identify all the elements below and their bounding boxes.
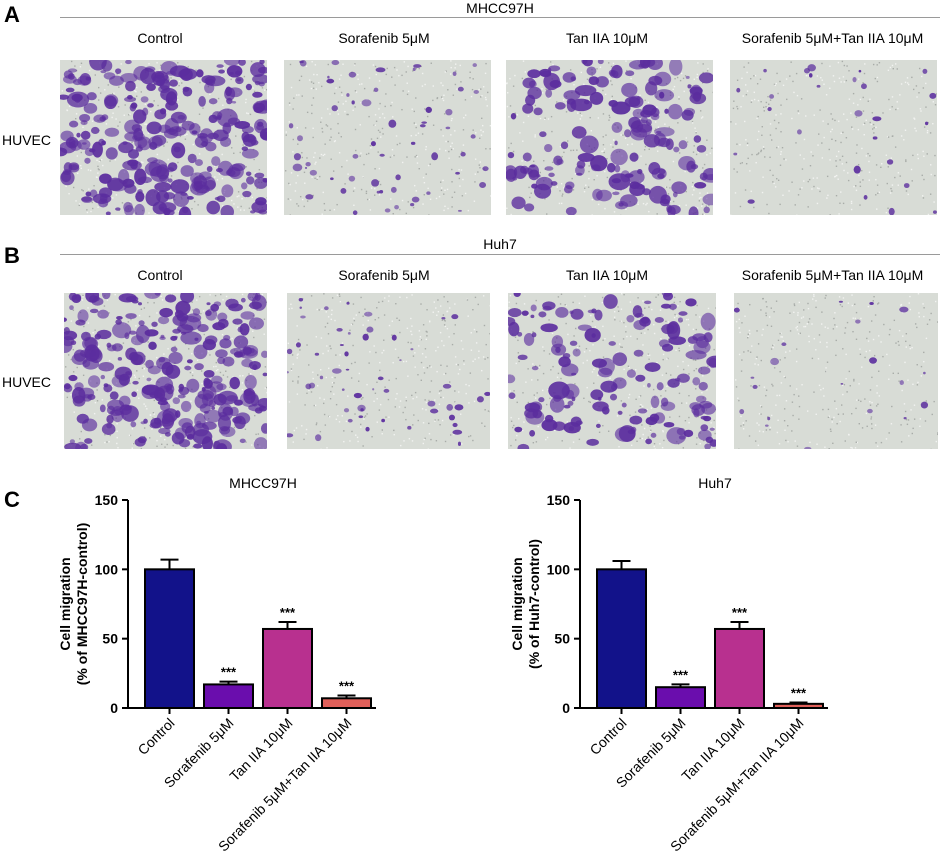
significance-label: *** <box>732 605 748 620</box>
bar-chart-mhcc97h: MHCC97H Cell migration(% of MHCC97H-contr… <box>0 470 470 858</box>
panel-a-col-sorafenib: Sorafenib 5μM <box>338 30 430 46</box>
micrograph-image <box>284 60 491 215</box>
micrograph-b-sorafenib <box>287 293 490 449</box>
y-tick-label: 0 <box>110 700 118 716</box>
micrograph-image <box>287 293 490 449</box>
y-axis-label: Cell migration(% of MHCC97H-control) <box>57 523 90 686</box>
significance-label: *** <box>339 679 355 694</box>
panel-b-group-title: Huh7 <box>483 236 517 252</box>
bar <box>714 627 765 710</box>
y-axis-label: Cell migration(% of Huh7-control) <box>509 539 542 669</box>
y-tick-label: 0 <box>562 700 570 716</box>
x-tick-label: Control <box>134 715 177 758</box>
panel-a-col-taniia: Tan IIA 10μM <box>566 30 648 46</box>
significance-label: *** <box>673 667 689 682</box>
micrograph-a-control <box>60 60 267 215</box>
micrograph-a-combo <box>730 60 937 215</box>
panel-a-letter: A <box>4 2 20 27</box>
bar-chart-huh7: Huh7 Cell migration(% of Huh7-control) 0 50… <box>470 470 941 858</box>
micrograph-image <box>64 293 267 449</box>
panel-b-letter: B <box>4 243 20 268</box>
panel-b-col-sorafenib: Sorafenib 5μM <box>338 267 430 283</box>
significance-label: *** <box>791 685 807 700</box>
micrograph-a-sorafenib <box>284 60 491 215</box>
micrograph-b-taniia <box>508 293 716 449</box>
micrograph-b-combo <box>734 293 938 449</box>
panel-b-row-label: HUVEC <box>2 374 52 390</box>
significance-label: *** <box>221 665 237 680</box>
significance-label: *** <box>280 605 296 620</box>
micrograph-image <box>734 293 938 449</box>
micrograph-image <box>506 60 713 215</box>
chart-title: MHCC97H <box>229 475 297 491</box>
panel-b-col-control: Control <box>137 267 183 283</box>
panel-a-col-combo: Sorafenib 5μM+Tan IIA 10μM <box>741 30 924 46</box>
panel-b-col-combo: Sorafenib 5μM+Tan IIA 10μM <box>741 267 924 283</box>
bar <box>321 697 372 710</box>
bar <box>144 568 195 710</box>
micrograph-image <box>60 60 267 215</box>
y-tick-label: 50 <box>554 631 570 647</box>
chart-title: Huh7 <box>698 475 732 491</box>
panel-a-row-label: HUVEC <box>2 132 52 148</box>
panel-a-col-control: Control <box>137 30 183 46</box>
panel-a-divider <box>60 17 940 18</box>
panel-c-letter: C <box>4 487 20 512</box>
bar <box>203 683 254 709</box>
micrograph-b-control <box>64 293 267 449</box>
y-tick-label: 150 <box>547 492 571 508</box>
micrograph-image <box>730 60 937 215</box>
panel-b-divider <box>60 254 940 255</box>
x-tick-label: Control <box>586 715 629 758</box>
bar <box>596 568 647 710</box>
panel-a-group-title: MHCC97H <box>466 0 534 16</box>
micrograph-a-taniia <box>506 60 713 215</box>
y-tick-label: 100 <box>95 561 119 577</box>
micrograph-image <box>508 293 716 449</box>
y-tick-label: 100 <box>547 561 571 577</box>
y-tick-label: 150 <box>95 492 119 508</box>
panel-b-col-taniia: Tan IIA 10μM <box>566 267 648 283</box>
y-tick-label: 50 <box>102 631 118 647</box>
bar <box>262 627 313 710</box>
bar <box>655 686 706 709</box>
bar <box>773 702 824 709</box>
